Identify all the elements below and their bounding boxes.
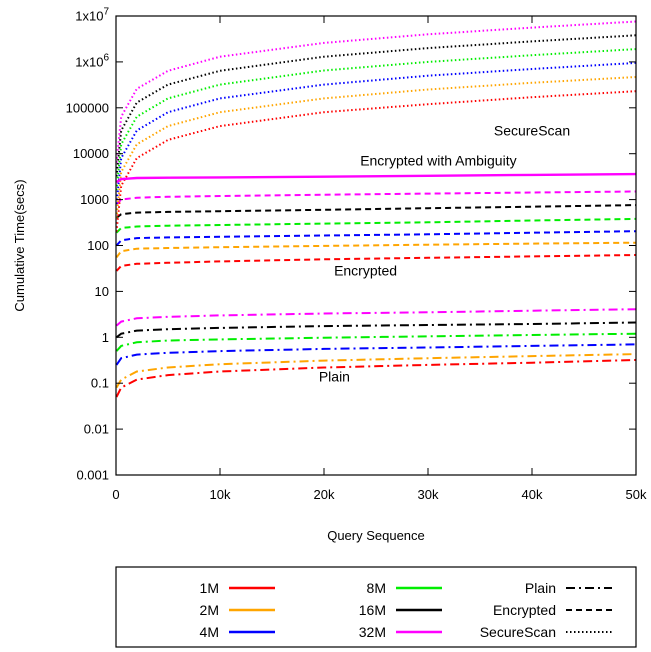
annotation-encrypted: Encrypted xyxy=(334,263,397,279)
series-line-16m-plain xyxy=(115,321,637,339)
y-tick-label: 10000 xyxy=(73,146,109,161)
y-tick-label: 1 xyxy=(102,330,109,345)
legend-label-securescan: SecureScan xyxy=(480,624,556,640)
annotation-plain: Plain xyxy=(319,368,350,384)
legend-label-2m: 2M xyxy=(200,602,219,618)
y-tick-label: 100 xyxy=(87,238,109,253)
series-line-4m-encrypted xyxy=(115,230,637,247)
y-tick-label: 1x106 xyxy=(75,52,109,69)
legend-label-32m: 32M xyxy=(359,624,386,640)
series-line-1m-encrypted xyxy=(115,254,637,272)
series-line-1m-securescan xyxy=(115,90,637,232)
series-line-8m-plain xyxy=(115,332,637,352)
legend-label-4m: 4M xyxy=(200,624,219,640)
series-line-32m-encrypted xyxy=(115,190,637,205)
series-line-8m-securescan xyxy=(115,48,637,191)
series-line-4m-plain xyxy=(115,343,637,366)
series-line-32m-plain xyxy=(115,308,637,327)
x-tick-label: 30k xyxy=(418,487,439,502)
annotation-encrypted-with-ambiguity: Encrypted with Ambiguity xyxy=(360,153,516,169)
series-line-16m-encrypted xyxy=(115,204,637,219)
series-layer xyxy=(115,20,637,398)
x-axis-label: Query Sequence xyxy=(327,528,425,543)
legend-label-encrypted: Encrypted xyxy=(493,602,556,618)
y-tick-label: 1000 xyxy=(80,192,109,207)
series-line-32m-securescan xyxy=(115,20,637,163)
series-line-8m-encrypted xyxy=(115,217,637,234)
x-tick-label: 50k xyxy=(626,487,647,502)
y-axis-label: Cumulative Time(secs) xyxy=(12,179,27,311)
series-line-32m-encrypted-with-ambiguity xyxy=(115,172,637,184)
x-tick-label: 40k xyxy=(522,487,543,502)
x-tick-label: 0 xyxy=(112,487,119,502)
y-tick-label: 0.01 xyxy=(84,422,109,437)
annotation-securescan: SecureScan xyxy=(494,122,570,138)
series-line-4m-securescan xyxy=(115,61,637,205)
y-tick-label: 100000 xyxy=(66,100,109,115)
legend-label-1m: 1M xyxy=(200,580,219,596)
legend-box xyxy=(115,566,637,648)
ticks-layer: 0 10k 20k 30k 40k 50k 0.001 0.01 0.1 1 10 100 1000 10… xyxy=(66,7,647,503)
y-tick-label: 10 xyxy=(95,284,109,299)
legend-label-plain: Plain xyxy=(525,580,556,596)
series-line-2m-plain xyxy=(115,353,637,389)
legend-label-16m: 16M xyxy=(359,602,386,618)
x-tick-label: 20k xyxy=(314,487,335,502)
y-tick-label: 0.1 xyxy=(91,376,109,391)
series-line-2m-securescan xyxy=(115,76,637,219)
series-line-16m-securescan xyxy=(115,34,637,177)
y-tick-label: 0.001 xyxy=(76,468,109,483)
legend: 1M 2M 4M 8M 16M 32M Plain Encrypted SecureScan xyxy=(115,566,637,648)
legend-label-8m: 8M xyxy=(367,580,386,596)
annotation-layer: SecureScan Encrypted with Ambiguity Encryp… xyxy=(319,122,570,384)
y-tick-label: 1x107 xyxy=(75,7,109,24)
x-tick-label: 10k xyxy=(210,487,231,502)
series-line-2m-encrypted xyxy=(115,241,637,259)
